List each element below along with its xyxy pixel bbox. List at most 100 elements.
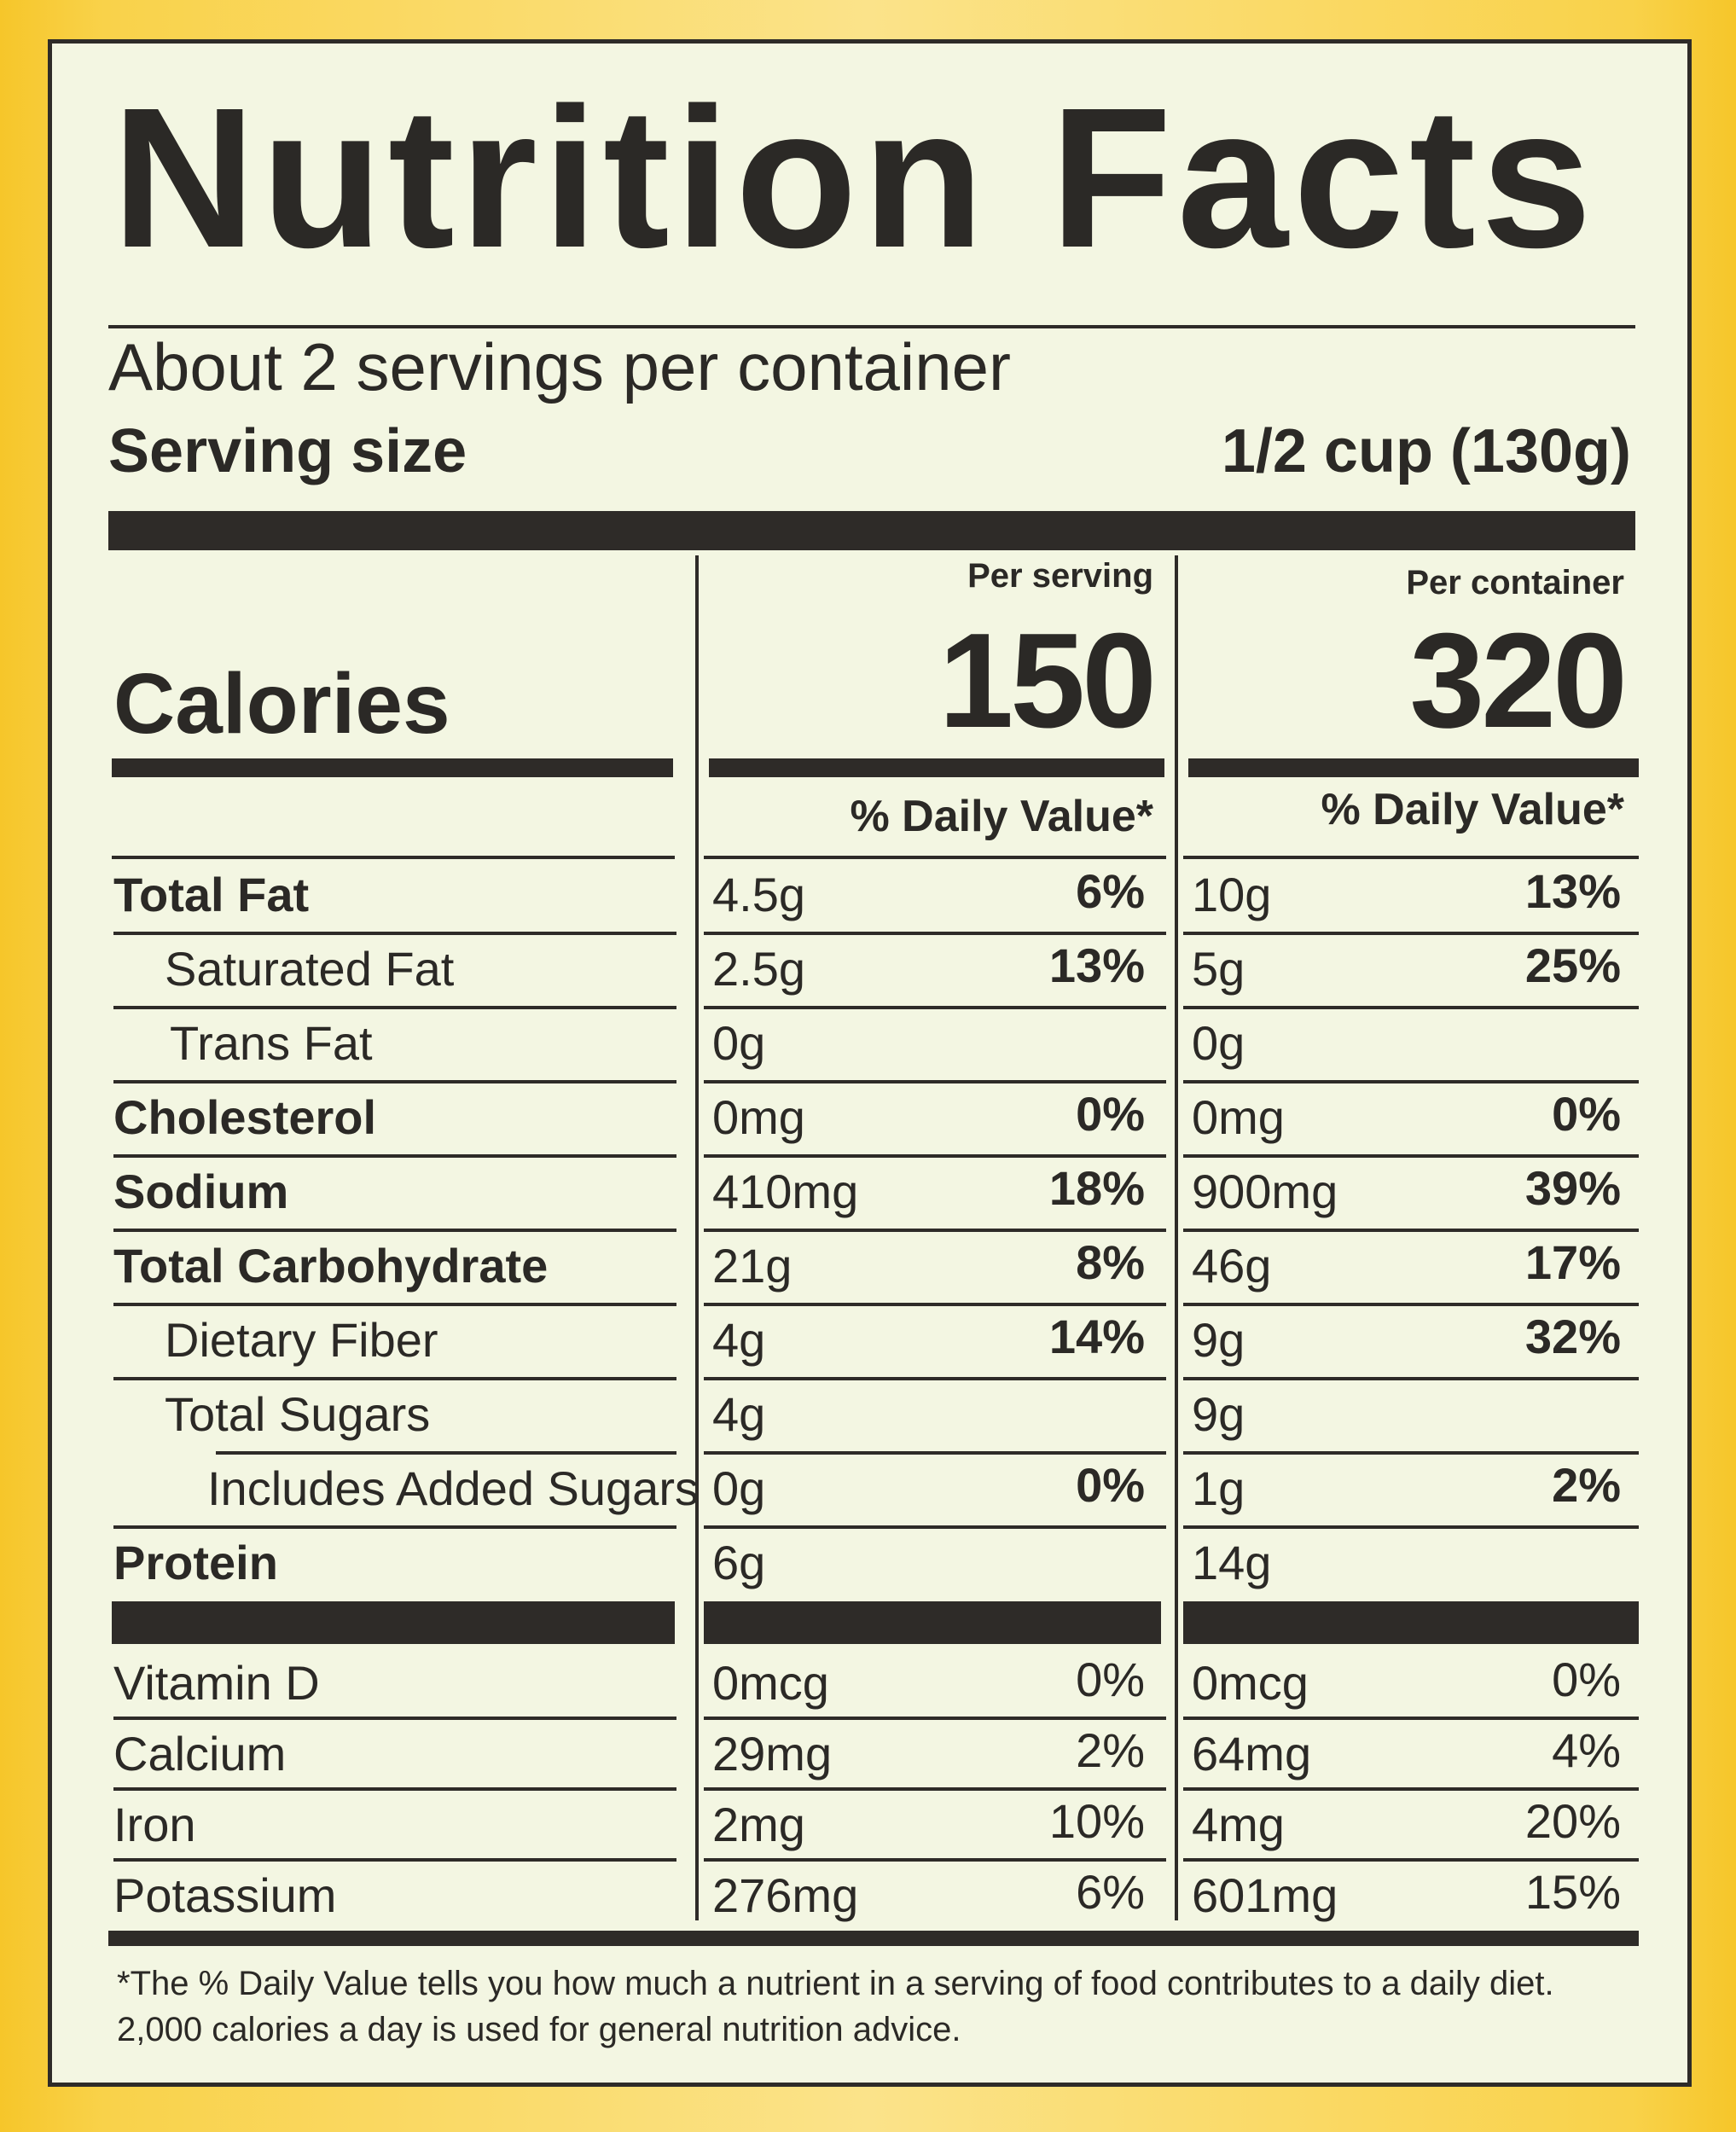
container-daily-value: 17% [1524,1235,1621,1289]
row-divider [704,1858,1166,1862]
dv-header-divider [704,856,1166,859]
serving-daily-value: 0% [1076,1087,1145,1141]
serving-size-label: Serving size [108,417,467,485]
nutrient-label: Total Sugars [165,1387,431,1441]
serving-amount: 2mg [712,1798,805,1851]
dv-header-divider [1183,856,1639,859]
row-divider [1183,1303,1639,1306]
container-amount: 9g [1192,1313,1245,1367]
row-divider [1183,1080,1639,1083]
per-container-label: Per container [1406,564,1624,601]
nutrient-label: Saturated Fat [165,942,455,996]
serving-amount: 6g [712,1536,766,1589]
footnote-line-2: 2,000 calories a day is used for general… [117,2011,961,2048]
row-divider [704,1525,1166,1529]
calories-per-container: 320 [1409,606,1628,756]
row-divider [704,1154,1166,1158]
serving-amount: 276mg [712,1868,859,1922]
container-daily-value: 0% [1552,1653,1621,1706]
thick-bar-mid-container [1183,1601,1639,1644]
container-daily-value: 39% [1524,1161,1621,1215]
row-divider [113,1525,676,1529]
nutrient-label: Potassium [113,1868,337,1922]
serving-amount: 0g [712,1016,766,1070]
row-divider [1183,1377,1639,1380]
row-divider [1183,932,1639,935]
nutrient-label: Calcium [113,1727,287,1781]
nutrient-label: Iron [113,1798,196,1851]
row-divider [1183,1858,1639,1862]
nutrient-label: Includes Added Sugars [207,1461,699,1515]
container-daily-value: 25% [1524,938,1621,992]
serving-amount: 410mg [712,1165,859,1218]
row-divider [704,1451,1166,1455]
container-daily-value: 13% [1524,864,1621,918]
row-divider [113,1154,676,1158]
container-daily-value: 32% [1524,1310,1621,1363]
container-amount: 4mg [1192,1798,1285,1851]
container-amount: 10g [1192,868,1272,921]
row-divider [1183,1451,1639,1455]
row-divider [113,1858,676,1862]
container-amount: 14g [1192,1536,1272,1589]
nutrient-label: Trans Fat [170,1016,373,1070]
serving-daily-value: 0% [1076,1653,1145,1706]
row-divider [1183,1717,1639,1720]
per-serving-label: Per serving [967,557,1153,595]
serving-daily-value: 6% [1076,1865,1145,1919]
dv-header-divider [112,856,675,859]
row-divider [113,1229,676,1232]
container-amount: 5g [1192,942,1245,996]
row-divider [1183,1525,1639,1529]
title-divider [108,325,1635,328]
footnote-line-1: *The % Daily Value tells you how much a … [117,1965,1554,2002]
container-amount: 900mg [1192,1165,1338,1218]
row-divider [704,1229,1166,1232]
row-divider [113,1080,676,1083]
row-divider [704,1377,1166,1380]
serving-amount: 0g [712,1461,766,1515]
row-divider [113,1787,676,1791]
serving-amount: 4g [712,1387,766,1441]
row-divider [216,1451,676,1455]
row-divider [704,1717,1166,1720]
row-divider [113,932,676,935]
container-daily-value: 0% [1552,1087,1621,1141]
container-amount: 0mg [1192,1090,1285,1144]
row-divider [113,1377,676,1380]
row-divider [704,1080,1166,1083]
container-daily-value: 2% [1552,1458,1621,1512]
container-daily-value: 20% [1524,1794,1621,1848]
thick-bar-top [108,511,1635,550]
calories-bar-container [1188,758,1639,777]
row-divider [113,1303,676,1306]
serving-daily-value: 10% [1048,1794,1145,1848]
row-divider [1183,1006,1639,1009]
serving-amount: 0mg [712,1090,805,1144]
panel-title: Nutrition Facts [112,66,1598,289]
dv-header-container: % Daily Value* [1321,785,1624,834]
nutrient-label: Protein [113,1536,278,1589]
calories-bar-serving [709,758,1164,777]
container-amount: 46g [1192,1239,1272,1293]
container-amount: 9g [1192,1387,1245,1441]
thick-bar-mid-serving [704,1601,1161,1644]
serving-size-value: 1/2 cup (130g) [1221,417,1631,485]
row-divider [1183,1229,1639,1232]
nutrient-label: Total Fat [113,868,310,921]
serving-amount: 21g [712,1239,793,1293]
dv-header-serving: % Daily Value* [850,792,1153,841]
row-divider [704,1006,1166,1009]
nutrient-label: Dietary Fiber [165,1313,438,1367]
serving-amount: 4.5g [712,868,805,921]
nutrient-label: Vitamin D [113,1656,320,1710]
row-divider [704,932,1166,935]
thick-bar-mid-label [112,1601,675,1644]
serving-daily-value: 6% [1076,864,1145,918]
container-amount: 0g [1192,1016,1245,1070]
row-divider [704,1787,1166,1791]
nutrient-label: Cholesterol [113,1090,377,1144]
nutrient-label: Sodium [113,1165,289,1218]
row-divider [1183,1154,1639,1158]
row-divider [113,1006,676,1009]
